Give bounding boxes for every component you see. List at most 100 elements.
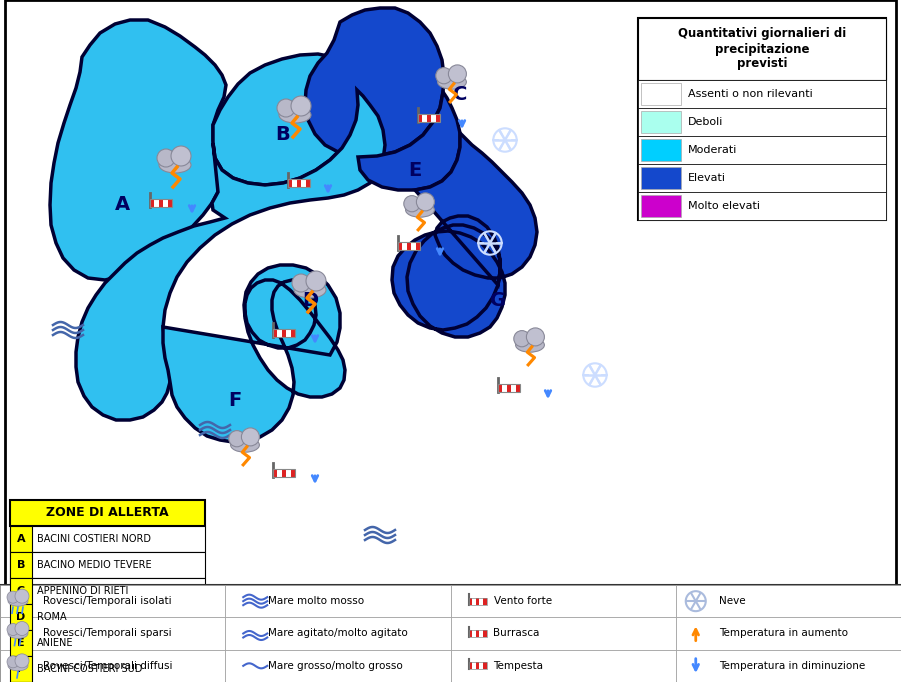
Circle shape bbox=[229, 430, 245, 447]
Polygon shape bbox=[50, 20, 226, 280]
Circle shape bbox=[241, 428, 259, 446]
Bar bbox=[154, 199, 159, 207]
Text: APPENINO DI RIETI: APPENINO DI RIETI bbox=[37, 586, 128, 596]
Bar bbox=[450, 617, 676, 650]
Bar bbox=[150, 199, 172, 207]
Text: A: A bbox=[17, 534, 25, 544]
Ellipse shape bbox=[294, 282, 326, 298]
Polygon shape bbox=[392, 133, 537, 337]
Text: C: C bbox=[17, 586, 25, 596]
Text: BACINO MEDIO TEVERE: BACINO MEDIO TEVERE bbox=[37, 560, 151, 570]
Text: D: D bbox=[302, 291, 318, 310]
Text: Elevati: Elevati bbox=[688, 173, 726, 183]
Text: E: E bbox=[17, 638, 25, 648]
Text: Rovesci/Temporali sparsi: Rovesci/Temporali sparsi bbox=[43, 629, 171, 638]
Text: B: B bbox=[276, 125, 290, 145]
Bar bbox=[472, 630, 476, 637]
Bar bbox=[638, 18, 886, 80]
Bar bbox=[288, 179, 310, 187]
Text: Moderati: Moderati bbox=[688, 145, 737, 155]
Circle shape bbox=[292, 274, 310, 292]
Bar bbox=[469, 662, 472, 669]
Bar bbox=[641, 111, 681, 133]
Bar bbox=[638, 18, 886, 220]
Text: E: E bbox=[408, 160, 422, 179]
Bar bbox=[10, 604, 32, 630]
Bar bbox=[0, 650, 225, 682]
Bar bbox=[10, 578, 32, 604]
Bar bbox=[10, 526, 32, 552]
Bar bbox=[10, 578, 205, 604]
Text: Quantitativi giornalieri di
precipitazione
previsti: Quantitativi giornalieri di precipitazio… bbox=[678, 27, 846, 70]
Bar bbox=[282, 329, 287, 337]
Bar bbox=[10, 656, 205, 682]
Bar bbox=[301, 179, 305, 187]
Bar bbox=[10, 630, 205, 656]
Bar bbox=[641, 195, 681, 217]
Bar bbox=[0, 585, 901, 682]
Bar bbox=[432, 114, 435, 122]
Bar bbox=[0, 617, 225, 650]
Ellipse shape bbox=[515, 338, 544, 352]
Bar bbox=[450, 650, 676, 682]
Bar bbox=[472, 597, 476, 605]
Text: BACINI COSTIERI NORD: BACINI COSTIERI NORD bbox=[37, 534, 151, 544]
Circle shape bbox=[416, 193, 434, 211]
Bar bbox=[641, 167, 681, 189]
Bar bbox=[296, 179, 301, 187]
Text: A: A bbox=[114, 196, 130, 215]
Text: ANIENE: ANIENE bbox=[37, 638, 74, 648]
Text: Tempesta: Tempesta bbox=[494, 661, 543, 671]
Circle shape bbox=[514, 331, 530, 347]
Bar bbox=[282, 469, 287, 477]
Ellipse shape bbox=[405, 203, 434, 217]
Bar bbox=[293, 179, 296, 187]
Bar bbox=[278, 469, 282, 477]
Bar bbox=[273, 469, 278, 477]
Bar bbox=[676, 650, 901, 682]
Bar bbox=[498, 384, 503, 392]
Bar bbox=[418, 114, 440, 122]
Ellipse shape bbox=[8, 629, 28, 638]
Circle shape bbox=[277, 99, 295, 117]
Polygon shape bbox=[163, 265, 345, 442]
Text: G: G bbox=[490, 291, 506, 310]
Ellipse shape bbox=[231, 438, 259, 452]
Circle shape bbox=[449, 65, 467, 83]
Bar bbox=[10, 552, 205, 578]
Ellipse shape bbox=[8, 661, 28, 671]
Bar bbox=[469, 597, 472, 605]
Text: Temperatura in aumento: Temperatura in aumento bbox=[719, 629, 848, 638]
Text: Mare grosso/molto grosso: Mare grosso/molto grosso bbox=[268, 661, 403, 671]
Bar bbox=[483, 597, 487, 605]
Text: Rovesci/Temporali diffusi: Rovesci/Temporali diffusi bbox=[43, 661, 172, 671]
Circle shape bbox=[526, 328, 544, 346]
Bar bbox=[638, 108, 886, 136]
Polygon shape bbox=[76, 90, 385, 420]
Bar bbox=[476, 630, 479, 637]
Bar bbox=[10, 604, 205, 630]
Bar bbox=[641, 139, 681, 161]
Text: F: F bbox=[17, 664, 24, 674]
Circle shape bbox=[436, 68, 452, 84]
Bar bbox=[398, 242, 420, 250]
Text: ZONE DI ALLERTA: ZONE DI ALLERTA bbox=[46, 507, 168, 520]
Bar bbox=[472, 662, 476, 669]
Polygon shape bbox=[358, 92, 460, 190]
Bar bbox=[225, 650, 450, 682]
Text: Burrasca: Burrasca bbox=[494, 629, 540, 638]
Bar bbox=[638, 164, 886, 192]
Text: Neve: Neve bbox=[719, 596, 745, 606]
Text: F: F bbox=[228, 391, 241, 409]
Bar bbox=[287, 469, 291, 477]
Bar bbox=[10, 526, 205, 552]
Bar bbox=[273, 329, 295, 337]
Bar bbox=[427, 114, 432, 122]
Bar bbox=[469, 597, 487, 605]
Circle shape bbox=[7, 656, 19, 668]
Circle shape bbox=[157, 149, 175, 167]
Bar bbox=[676, 617, 901, 650]
Text: Temperatura in diminuzione: Temperatura in diminuzione bbox=[719, 661, 865, 671]
Bar bbox=[5, 0, 896, 585]
Bar bbox=[479, 597, 483, 605]
